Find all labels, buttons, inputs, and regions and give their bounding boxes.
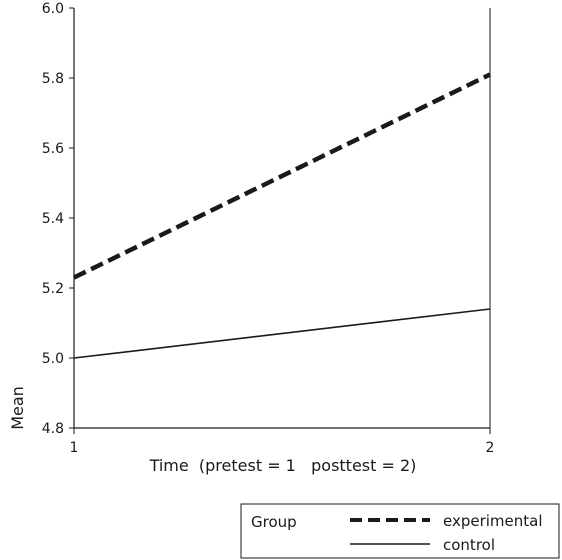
- x-tick-label: 2: [486, 440, 495, 456]
- legend-title: Group: [251, 513, 297, 531]
- y-tick-label: 5.0: [42, 351, 64, 367]
- legend: Group experimental control: [240, 503, 560, 559]
- series-line-experimental: [73, 72, 491, 280]
- y-tick-label: 5.8: [42, 71, 64, 87]
- legend-label-experimental: experimental: [443, 512, 543, 530]
- y-tick-label: 6.0: [42, 1, 64, 17]
- x-axis-title: Time (pretest = 1 posttest = 2): [149, 456, 417, 475]
- legend-label-control: control: [443, 536, 495, 554]
- series-line-control: [73, 308, 491, 359]
- legend-box: [240, 503, 560, 559]
- y-tick-label: 5.6: [42, 141, 64, 157]
- y-tick-label: 5.2: [42, 281, 64, 297]
- x-tick-label: 1: [70, 440, 79, 456]
- y-axis-title: Mean: [8, 386, 27, 430]
- y-tick-label: 5.4: [42, 211, 64, 227]
- y-tick-label: 4.8: [42, 421, 64, 437]
